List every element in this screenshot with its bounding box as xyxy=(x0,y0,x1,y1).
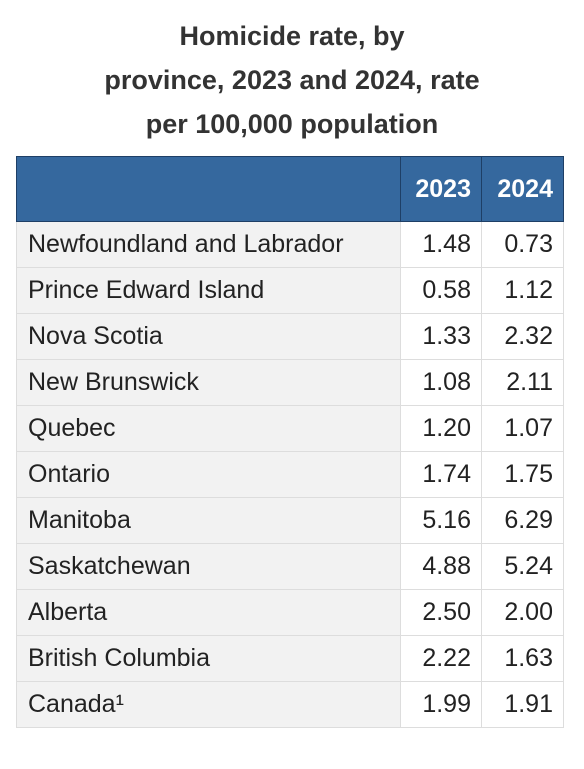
title: Homicide rate, by province, 2023 and 202… xyxy=(0,14,584,146)
row-label: Ontario xyxy=(16,451,401,498)
row-label: British Columbia xyxy=(16,635,401,682)
value-cell: 2.22 xyxy=(400,635,482,682)
row-label: Prince Edward Island xyxy=(16,267,401,314)
table-row: Nova Scotia 1.33 2.32 xyxy=(16,313,564,360)
table-row: Alberta 2.50 2.00 xyxy=(16,589,564,636)
value-cell: 1.63 xyxy=(481,635,564,682)
title-line: province, 2023 and 2024, rate xyxy=(104,65,480,95)
value-cell: 4.88 xyxy=(400,543,482,590)
row-label: Nova Scotia xyxy=(16,313,401,360)
value-cell: 5.24 xyxy=(481,543,564,590)
value-cell: 1.07 xyxy=(481,405,564,452)
value-cell: 0.73 xyxy=(481,221,564,268)
table-row: New Brunswick 1.08 2.11 xyxy=(16,359,564,406)
value-cell: 1.33 xyxy=(400,313,482,360)
table-row: Quebec 1.20 1.07 xyxy=(16,405,564,452)
row-label: Newfoundland and Labrador xyxy=(16,221,401,268)
table-body: Newfoundland and Labrador 1.48 0.73 Prince … xyxy=(16,221,564,728)
title-line: per 100,000 population xyxy=(145,109,439,139)
value-cell: 2.11 xyxy=(481,359,564,406)
title-line: Homicide rate, by xyxy=(179,21,405,51)
row-label: Alberta xyxy=(16,589,401,636)
row-label: Canada¹ xyxy=(16,681,401,728)
value-cell: 2.00 xyxy=(481,589,564,636)
table-row: Newfoundland and Labrador 1.48 0.73 xyxy=(16,221,564,268)
value-cell: 0.58 xyxy=(400,267,482,314)
row-label: Quebec xyxy=(16,405,401,452)
value-cell: 1.74 xyxy=(400,451,482,498)
table-row: Ontario 1.74 1.75 xyxy=(16,451,564,498)
table-row: Canada¹ 1.99 1.91 xyxy=(16,681,564,728)
value-cell: 2.32 xyxy=(481,313,564,360)
value-cell: 1.48 xyxy=(400,221,482,268)
table-row: Manitoba 5.16 6.29 xyxy=(16,497,564,544)
table-row: Prince Edward Island 0.58 1.12 xyxy=(16,267,564,314)
table-header: 2023 2024 xyxy=(16,156,564,222)
value-cell: 5.16 xyxy=(400,497,482,544)
data-table: 2023 2024 Newfoundland and Labrador 1.48 0… xyxy=(16,156,564,728)
value-cell: 6.29 xyxy=(481,497,564,544)
table-row: Saskatchewan 4.88 5.24 xyxy=(16,543,564,590)
header-cell xyxy=(16,156,401,222)
value-cell: 1.75 xyxy=(481,451,564,498)
value-cell: 1.99 xyxy=(400,681,482,728)
row-label: New Brunswick xyxy=(16,359,401,406)
row-label: Saskatchewan xyxy=(16,543,401,590)
value-cell: 1.08 xyxy=(400,359,482,406)
row-label: Manitoba xyxy=(16,497,401,544)
table-row: British Columbia 2.22 1.63 xyxy=(16,635,564,682)
value-cell: 1.20 xyxy=(400,405,482,452)
header-cell: 2024 xyxy=(481,156,564,222)
value-cell: 2.50 xyxy=(400,589,482,636)
header-row: 2023 2024 xyxy=(16,156,564,222)
header-cell: 2023 xyxy=(400,156,482,222)
value-cell: 1.12 xyxy=(481,267,564,314)
value-cell: 1.91 xyxy=(481,681,564,728)
